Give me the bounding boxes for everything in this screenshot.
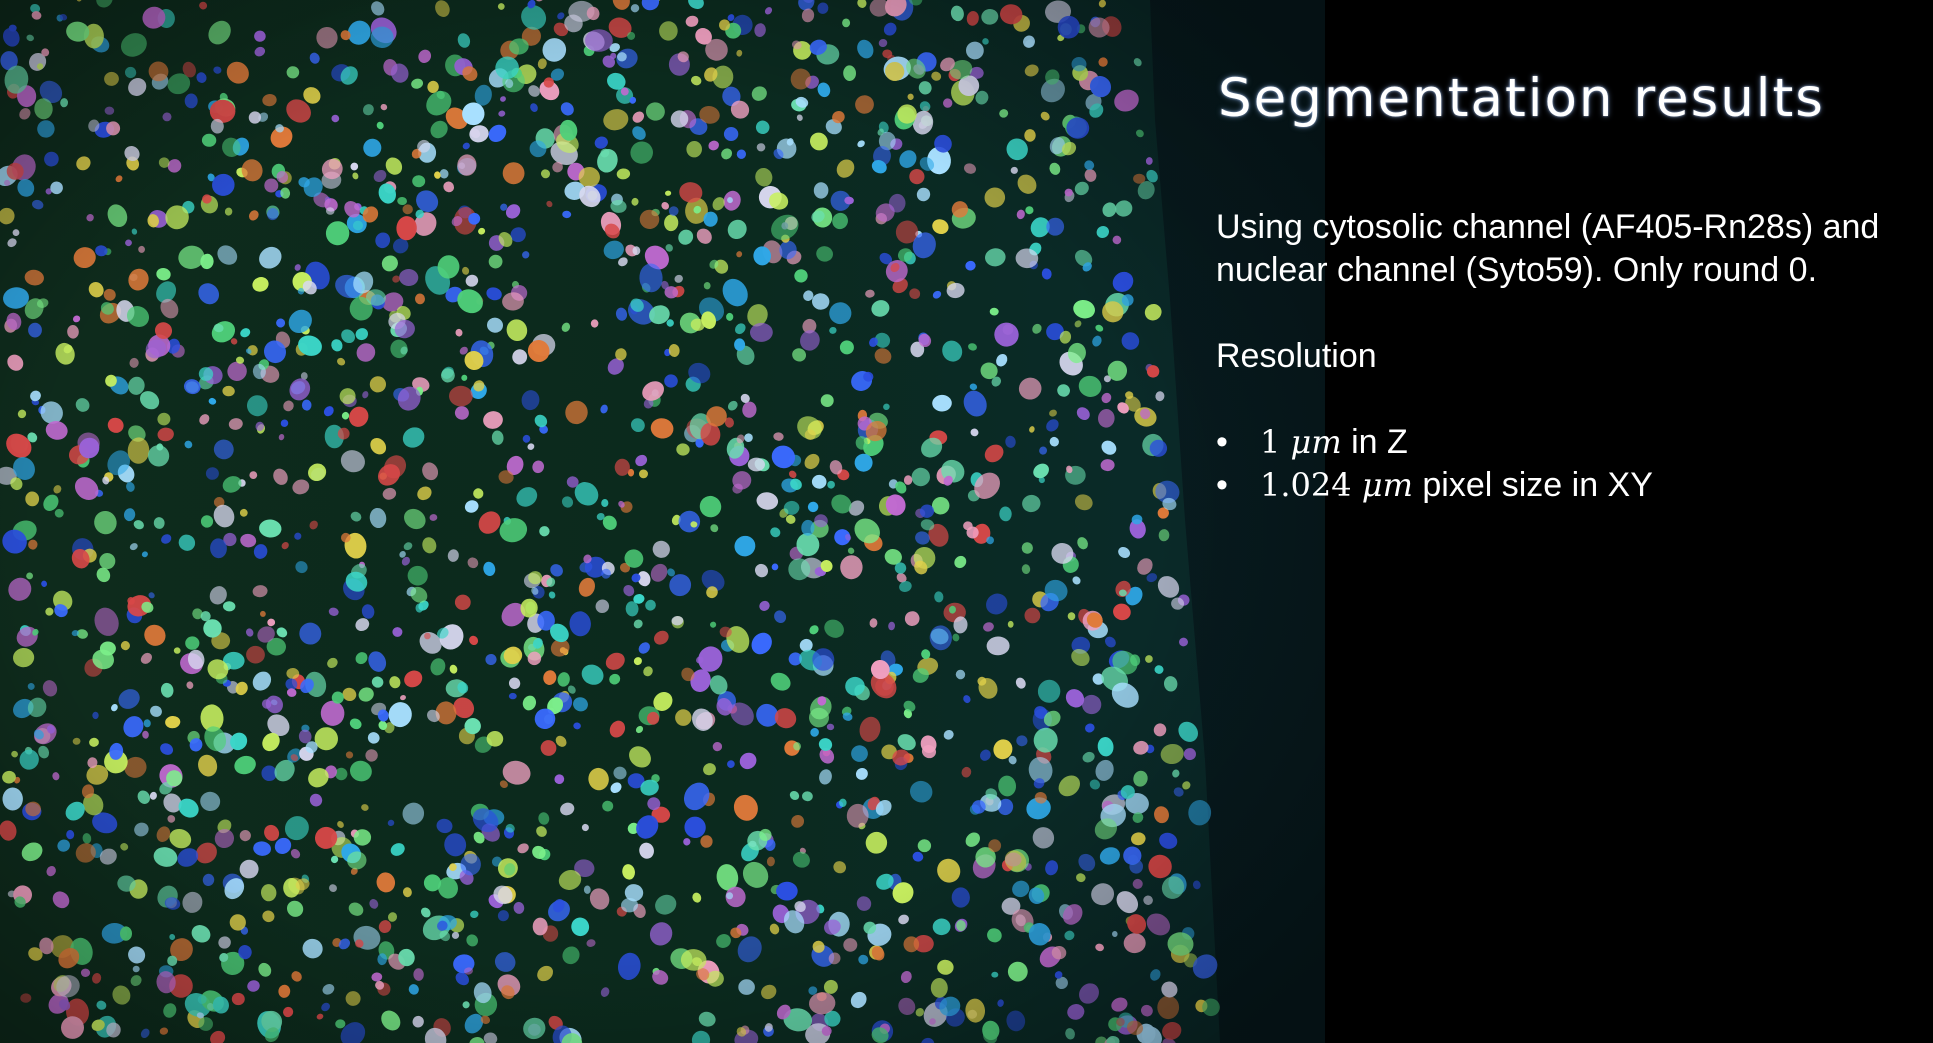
segmentation-micrograph <box>0 0 1325 1043</box>
z-unit: μm <box>1290 423 1342 461</box>
xy-number: 1.024 <box>1260 466 1352 504</box>
description-text: Using cytosolic channel (AF405-Rn28s) an… <box>1216 208 1880 289</box>
z-number: 1 <box>1260 423 1281 461</box>
resolution-heading: Resolution <box>1216 337 1377 375</box>
resolution-list: • 1 μm in Z • 1.024 μm pixel size in XY <box>1216 421 1926 507</box>
bullet-xy-resolution: • 1.024 μm pixel size in XY <box>1216 464 1926 507</box>
vignette <box>0 0 1325 1043</box>
bullet-dot-icon: • <box>1216 423 1228 461</box>
xy-unit: μm <box>1361 466 1413 504</box>
slide-body: Using cytosolic channel (AF405-Rn28s) an… <box>1216 206 1926 507</box>
bullet-dot-icon: • <box>1216 466 1228 504</box>
z-suffix: in Z <box>1341 423 1408 461</box>
bullet-z-resolution: • 1 μm in Z <box>1216 421 1926 464</box>
xy-resolution-value: 1.024 μm <box>1260 466 1413 504</box>
z-resolution-value: 1 μm <box>1260 423 1342 461</box>
xy-suffix: pixel size in XY <box>1412 466 1653 504</box>
slide-title: Segmentation results <box>1218 68 1825 129</box>
micrograph-canvas <box>0 0 1325 1043</box>
